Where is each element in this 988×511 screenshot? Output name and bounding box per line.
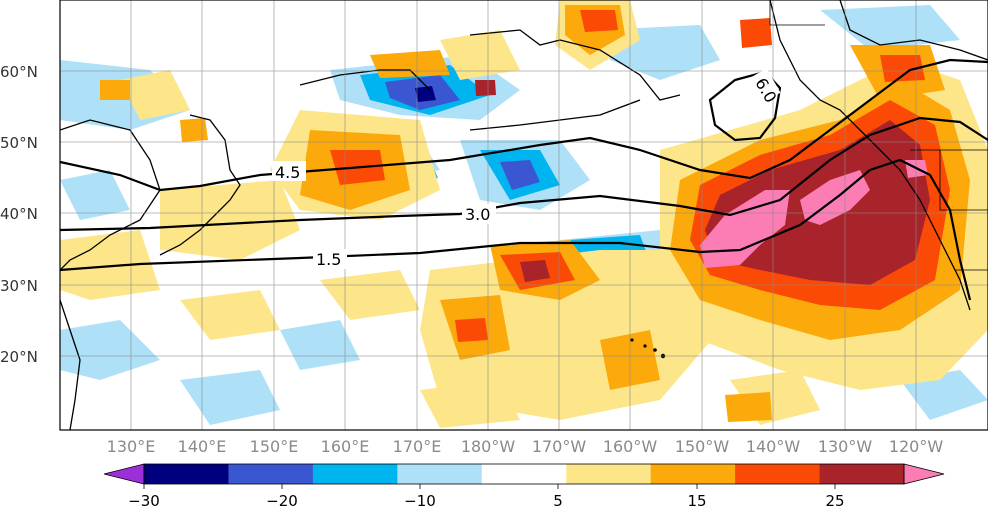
lon-label-140w: 140°W [746,437,801,456]
lat-label-40n: 40°N [0,205,38,223]
colorbar-label-15: 15 [687,492,706,510]
colorbar-label-minus20: −20 [266,492,298,510]
colorbar-cell [735,464,821,484]
colorbar-label-5: 5 [553,492,563,510]
lon-label-170w: 170°W [532,437,587,456]
colorbar-frame [143,463,905,485]
lon-label-160e: 160°E [321,437,370,456]
colorbar-ticks [143,484,836,489]
contour-labels: 6.0 4.5 3.0 1.5 [272,68,781,269]
lon-label-180w: 180°W [461,437,516,456]
lon-label-130e: 130°E [107,437,156,456]
colorbar-cell [228,464,314,484]
lat-label-60n: 60°N [0,63,38,81]
colorbar-cell [397,464,483,484]
lon-label-120w: 120°W [889,437,944,456]
contour-label-4.5: 4.5 [275,163,300,182]
colorbar-label-25: 25 [825,492,844,510]
contour-3.0 [60,116,988,232]
contour-1.5 [60,158,972,301]
latitude-labels: 60°N 50°N 40°N 30°N 20°N [0,63,38,366]
contour-label-3.0: 3.0 [465,205,490,224]
colorbar: −30 −20 −10 5 15 25 [103,463,945,510]
contour-4.5 [60,58,988,192]
plot-frame [59,0,988,431]
colorbar-cell [819,464,905,484]
contour-label-1.5: 1.5 [316,250,341,269]
lon-label-150e: 150°E [250,437,299,456]
lon-label-150w: 150°W [675,437,730,456]
colorbar-cell [481,464,567,484]
gridlines [60,0,988,430]
colorbar-label-minus30: −30 [128,492,160,510]
lon-label-130w: 130°W [818,437,873,456]
lon-label-170e: 170°E [393,437,442,456]
lat-label-50n: 50°N [0,134,38,152]
map-plot-area: 6.0 4.5 3.0 1.5 [60,0,988,430]
colorbar-max-arrow [903,463,945,485]
colorbar-cell [650,464,736,484]
colorbar-cell [144,464,229,484]
colorbar-cell [312,464,398,484]
colorbar-cells [144,464,905,484]
hawaii-islands [630,338,666,359]
lat-label-20n: 20°N [0,348,38,366]
longitude-labels: 130°E 140°E 150°E 160°E 170°E 180°W 170°… [107,437,944,456]
lon-label-140e: 140°E [178,437,227,456]
colorbar-cell [566,464,652,484]
lat-label-30n: 30°N [0,277,38,295]
lon-label-160w: 160°W [603,437,658,456]
colorbar-min-arrow [103,463,145,485]
borders [769,0,988,271]
colorbar-label-minus10: −10 [404,492,436,510]
